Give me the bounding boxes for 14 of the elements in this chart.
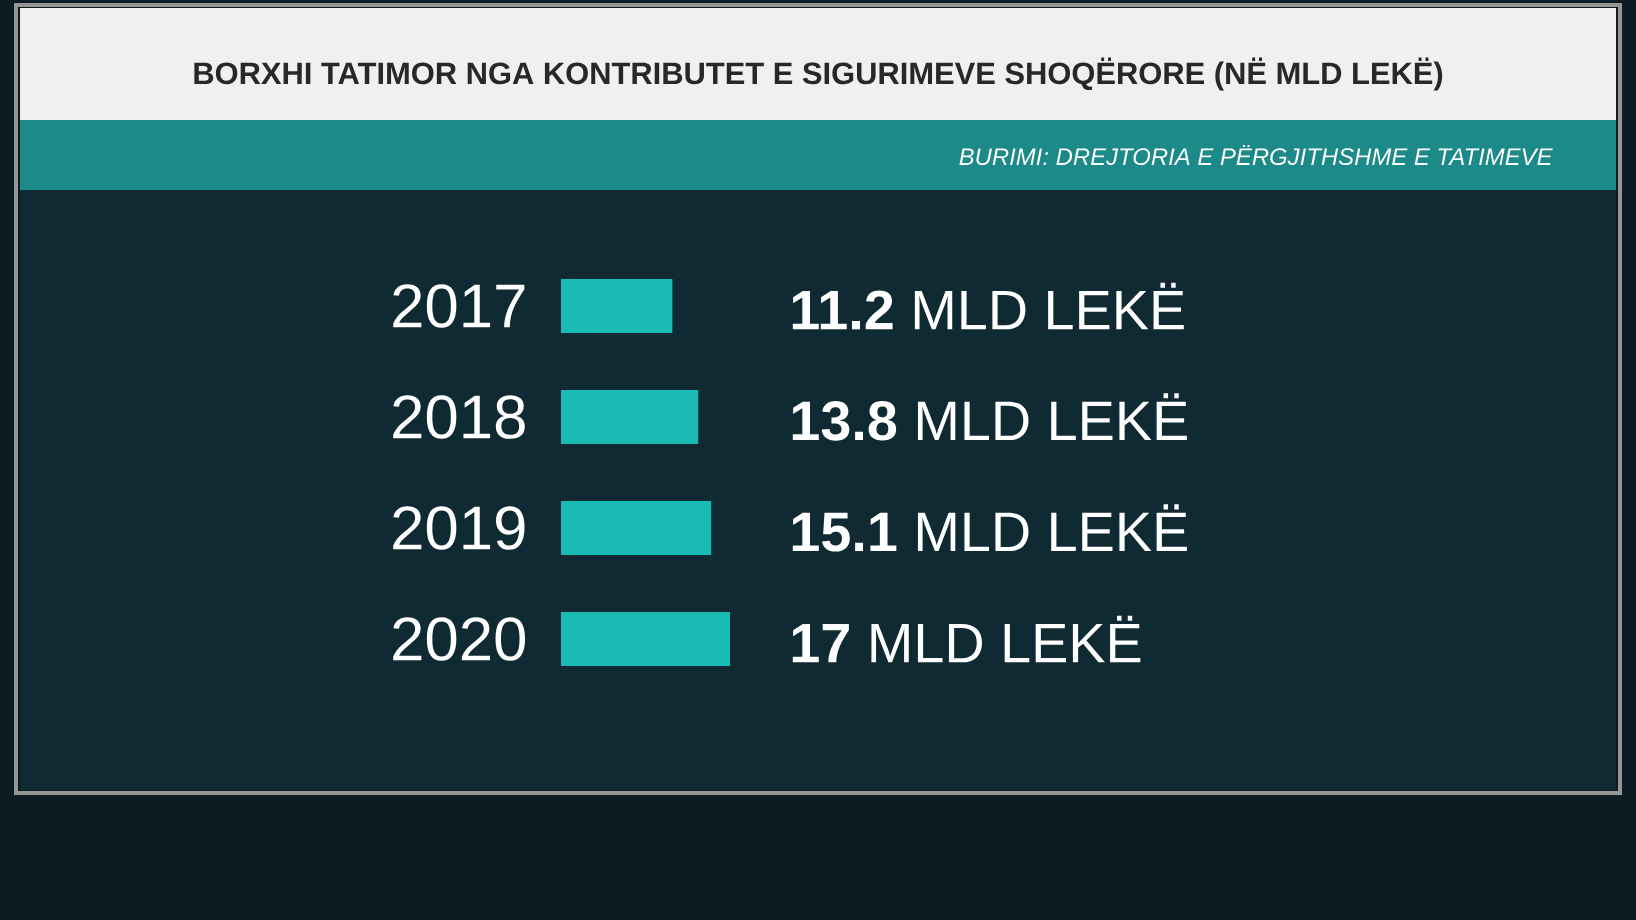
data-label: 17 MLD LEKË xyxy=(792,615,1141,663)
y-tick-label: 2017 xyxy=(393,284,525,328)
text: BORXHI TATIMOR NGA KONTRIBUTET E SIGURIMEVE SHOQËRORE (NË MLD LEKË) xyxy=(194,57,1443,91)
bar xyxy=(561,278,673,333)
data-label: 13.8 MLD LEKË xyxy=(792,393,1187,441)
bar xyxy=(561,611,731,666)
y-tick-label: 2020 xyxy=(393,617,526,661)
bar xyxy=(561,500,712,555)
text: BURIMI: DREJTORIA E PËRGJITHSHME E TATIMEVE xyxy=(959,144,1553,166)
data-label: 15.1 MLD LEKË xyxy=(792,504,1187,552)
y-tick-label: 2018 xyxy=(393,395,525,439)
data-label: 11.2 MLD LEKË xyxy=(792,282,1184,330)
y-tick-label: 2019 xyxy=(393,506,525,550)
bar xyxy=(561,389,699,444)
